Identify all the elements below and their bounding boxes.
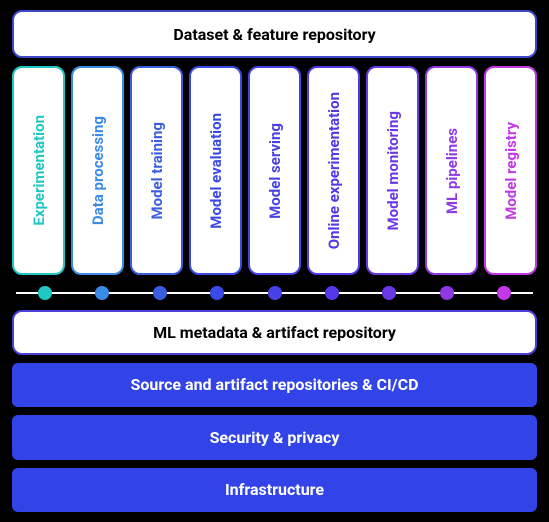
column-label-6: Model monitoring (384, 111, 402, 230)
column-label-3: Model evaluation (207, 113, 225, 229)
column-5: Online experimentation (307, 66, 360, 275)
column-3: Model evaluation (189, 66, 242, 275)
column-7: ML pipelines (425, 66, 478, 275)
timeline-dot-1 (95, 286, 109, 300)
column-label-5: Online experimentation (325, 92, 343, 249)
columns-container: Experimentation Data processing Model trai… (12, 66, 537, 275)
column-label-7: ML pipelines (443, 128, 461, 214)
column-label-0: Experimentation (30, 115, 48, 226)
timeline-dot-4 (268, 286, 282, 300)
column-0: Experimentation (12, 66, 65, 275)
bottom-bar-2: Infrastructure (12, 468, 537, 512)
column-label-4: Model serving (266, 123, 284, 219)
timeline-dot-5 (325, 286, 339, 300)
column-4: Model serving (248, 66, 301, 275)
timeline-dot-8 (497, 286, 511, 300)
timeline (16, 283, 533, 302)
top-bar: Dataset & feature repository (12, 10, 537, 58)
column-6: Model monitoring (366, 66, 419, 275)
timeline-dot-2 (153, 286, 167, 300)
column-label-8: Model registry (502, 122, 520, 220)
mid-bar: ML metadata & artifact repository (12, 310, 537, 355)
timeline-dot-0 (38, 286, 52, 300)
bottom-bar-1: Security & privacy (12, 415, 537, 459)
timeline-dot-3 (210, 286, 224, 300)
timeline-dot-6 (382, 286, 396, 300)
timeline-dot-7 (440, 286, 454, 300)
column-label-2: Model training (148, 122, 166, 220)
column-1: Data processing (71, 66, 124, 275)
column-8: Model registry (484, 66, 537, 275)
bottom-bar-0: Source and artifact repositories & CI/CD (12, 363, 537, 407)
column-2: Model training (130, 66, 183, 275)
column-label-1: Data processing (89, 116, 107, 225)
